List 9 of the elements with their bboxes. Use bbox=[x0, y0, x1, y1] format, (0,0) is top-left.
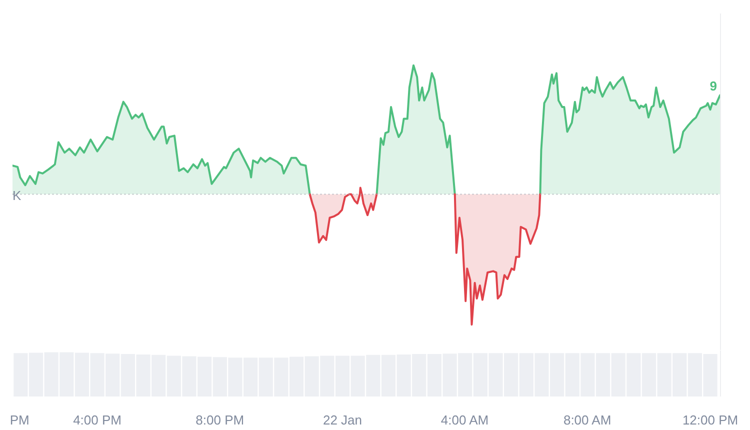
x-tick-label: 22 Jan bbox=[322, 412, 362, 428]
x-tick-label: 12:00 PM bbox=[682, 412, 738, 428]
ref-line-label: K bbox=[12, 188, 22, 203]
x-tick-label: 8:00 AM bbox=[563, 412, 612, 428]
x-tick-label: 4:00 PM bbox=[73, 412, 122, 428]
x-tick-label: PM bbox=[10, 412, 30, 428]
x-tick-label: 8:00 PM bbox=[196, 412, 244, 428]
annotation: 9 bbox=[710, 78, 717, 94]
x-tick-label: 4:00 AM bbox=[440, 412, 489, 428]
